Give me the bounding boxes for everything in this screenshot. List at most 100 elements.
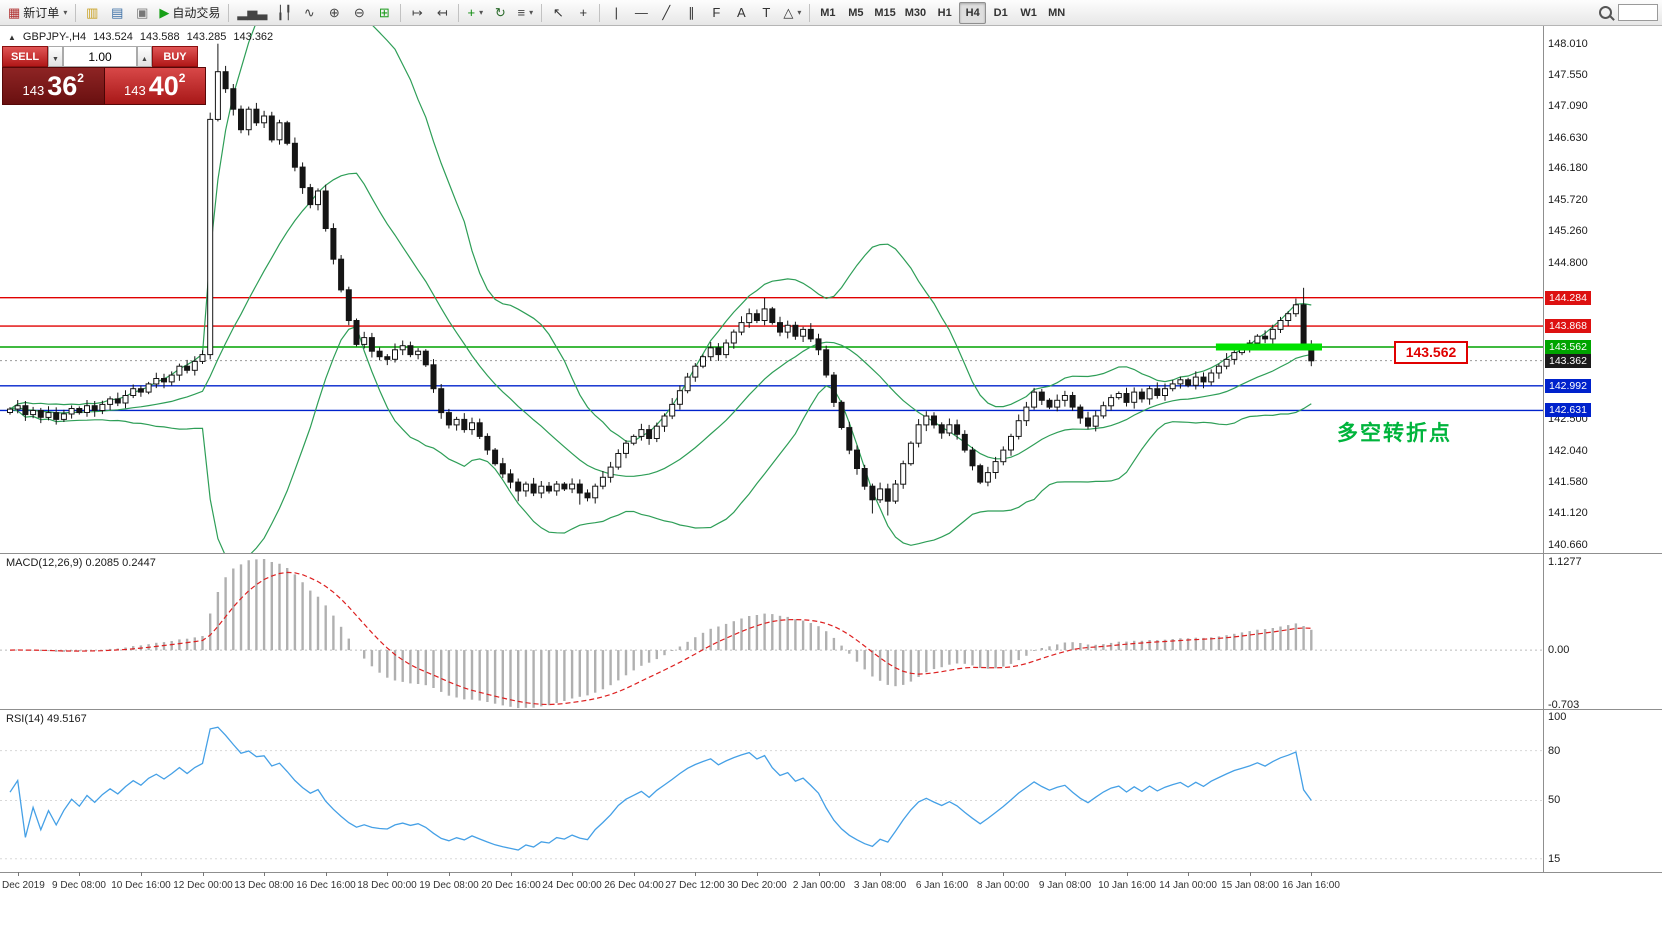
search-button[interactable]	[1593, 2, 1617, 24]
chart-high-value: 143.588	[139, 31, 180, 43]
arrows-button[interactable]: △ ▾	[779, 2, 805, 24]
price-tag: 143.868	[1545, 319, 1591, 333]
time-tick	[695, 872, 696, 876]
symbol-search-input[interactable]	[1618, 4, 1658, 21]
toolbar-separator	[599, 3, 601, 22]
time-label: 12 Dec 00:00	[173, 880, 233, 891]
horizontal-line-button[interactable]: —	[629, 2, 653, 24]
price-axis[interactable]: 148.010 147.550 147.090 146.630 146.180 145.7…	[1544, 26, 1662, 872]
refresh-button[interactable]: ↻	[488, 2, 512, 24]
chart-properties-button[interactable]: ≡ ▾	[513, 2, 537, 24]
candlestick-button[interactable]: ╽╿	[272, 2, 296, 24]
timeframe-w1-button[interactable]: W1	[1015, 2, 1042, 24]
add-chart-button[interactable]: + ▾	[463, 2, 487, 24]
fibonacci-icon: F	[712, 5, 721, 20]
vertical-line-button[interactable]: |	[604, 2, 628, 24]
time-tick	[326, 872, 327, 876]
trendline-button[interactable]: ╱	[654, 2, 678, 24]
bid-price-button[interactable]: 143 36 2	[3, 68, 105, 104]
toolbar-separator	[228, 3, 230, 22]
toolbar: ▦ 新订单 ▾ ▥ ▤ ▣ ▶ 自动交易 ▂▅▃ ╽╿ ∿ ⊕ ⊖ ⊞ ↦ ↤ + ▾ ↻ ≡ ▾ ↖ + | — ╱ ∥ F A T △ ▾…	[0, 0, 1662, 26]
buy-button[interactable]: BUY	[152, 46, 198, 67]
macd-pane-canvas[interactable]	[0, 553, 1543, 709]
volume-input[interactable]	[63, 46, 137, 67]
ask-price-button[interactable]: 143 40 2	[104, 68, 205, 104]
text-button[interactable]: A	[729, 2, 753, 24]
time-tick	[18, 872, 19, 876]
time-label: 19 Dec 08:00	[419, 880, 479, 891]
timeframe-mn-button[interactable]: MN	[1043, 2, 1070, 24]
timeframe-h4-button[interactable]: H4	[959, 1, 987, 24]
one-click-top-row: SELL BUY	[2, 46, 206, 67]
time-tick	[1127, 872, 1128, 876]
line-chart-icon: ∿	[303, 5, 315, 20]
rsi-pane-canvas[interactable]	[0, 709, 1543, 872]
time-label: 30 Dec 20:00	[727, 880, 787, 891]
auto-scroll-button[interactable]: ↦	[405, 2, 429, 24]
search-icon	[1598, 6, 1612, 19]
dropdown-arrow-icon: ▾	[529, 8, 534, 17]
pivot-annotation-text: 多空转折点	[1337, 422, 1452, 445]
bid-pip-digit: 2	[77, 71, 84, 85]
timeframe-m5-button[interactable]: M5	[842, 2, 869, 24]
main-chart-canvas[interactable]	[0, 26, 1543, 553]
toolbar-separator	[75, 3, 77, 22]
time-label: 16 Dec 16:00	[296, 880, 356, 891]
time-tick	[1311, 872, 1312, 876]
price-tag: 143.562	[1545, 340, 1591, 354]
cursor-button[interactable]: ↖	[546, 2, 570, 24]
chart-window-icon: ▥	[86, 5, 99, 20]
price-tag: 142.631	[1545, 403, 1591, 417]
autotrade-play-icon: ▶	[159, 5, 170, 20]
volume-down-button[interactable]	[48, 46, 63, 67]
timeframe-m1-button[interactable]: M1	[814, 2, 841, 24]
time-label: 10 Dec 16:00	[111, 880, 171, 891]
time-axis[interactable]: Dec 2019 9 Dec 08:00 10 Dec 16:00 12 Dec 00…	[0, 872, 1543, 902]
time-tick	[942, 872, 943, 876]
time-tick	[1250, 872, 1251, 876]
label-button[interactable]: T	[754, 2, 778, 24]
time-tick	[572, 872, 573, 876]
crosshair-icon: +	[579, 5, 588, 20]
open-chart-button[interactable]: ▥	[80, 2, 104, 24]
autotrade-button[interactable]: ▶ 自动交易	[155, 2, 224, 24]
channel-button[interactable]: ∥	[679, 2, 703, 24]
chart-shift-button[interactable]: ↤	[430, 2, 454, 24]
time-tick	[203, 872, 204, 876]
timeframe-d1-button[interactable]: D1	[987, 2, 1014, 24]
time-label: 13 Dec 08:00	[234, 880, 294, 891]
profiles-button[interactable]: ▤	[105, 2, 129, 24]
zoom-in-button[interactable]: ⊕	[322, 2, 346, 24]
timeframe-m15-button[interactable]: M15	[870, 2, 899, 24]
time-label: 8 Jan 00:00	[976, 880, 1030, 891]
time-label: 9 Jan 08:00	[1038, 880, 1092, 891]
macd-scale-tick: -0.703	[1548, 699, 1580, 711]
new-order-button[interactable]: ▦ 新订单 ▾	[4, 2, 71, 24]
time-axis-separator	[0, 872, 1662, 873]
timeframe-m30-button[interactable]: M30	[901, 2, 930, 24]
zoom-out-button[interactable]: ⊖	[347, 2, 371, 24]
tile-windows-button[interactable]: ⊞	[372, 2, 396, 24]
crosshair-button[interactable]: +	[571, 2, 595, 24]
chart-ohlc-header: ▲ GBPJPY-,H4 143.524 143.588 143.285 143…	[8, 31, 273, 43]
time-label: 18 Dec 00:00	[357, 880, 417, 891]
price-tick: 141.580	[1548, 476, 1588, 488]
fibonacci-button[interactable]: F	[704, 2, 728, 24]
time-tick	[511, 872, 512, 876]
time-tick	[757, 872, 758, 876]
line-chart-button[interactable]: ∿	[297, 2, 321, 24]
timeframe-h1-button[interactable]: H1	[931, 2, 958, 24]
bar-chart-button[interactable]: ▂▅▃	[233, 2, 271, 24]
toolbar-separator	[458, 3, 460, 22]
time-tick	[634, 872, 635, 876]
market-watch-icon: ▣	[136, 5, 149, 20]
market-watch-button[interactable]: ▣	[130, 2, 154, 24]
volume-up-button[interactable]	[137, 46, 152, 67]
chart-area: ▲ GBPJPY-,H4 143.524 143.588 143.285 143…	[0, 26, 1662, 952]
text-icon: A	[737, 5, 746, 20]
ask-pip-digit: 2	[178, 71, 186, 85]
sell-button[interactable]: SELL	[2, 46, 48, 67]
one-click-price-row: 143 36 2 143 40 2	[2, 67, 206, 105]
price-tick: 141.120	[1548, 507, 1588, 519]
